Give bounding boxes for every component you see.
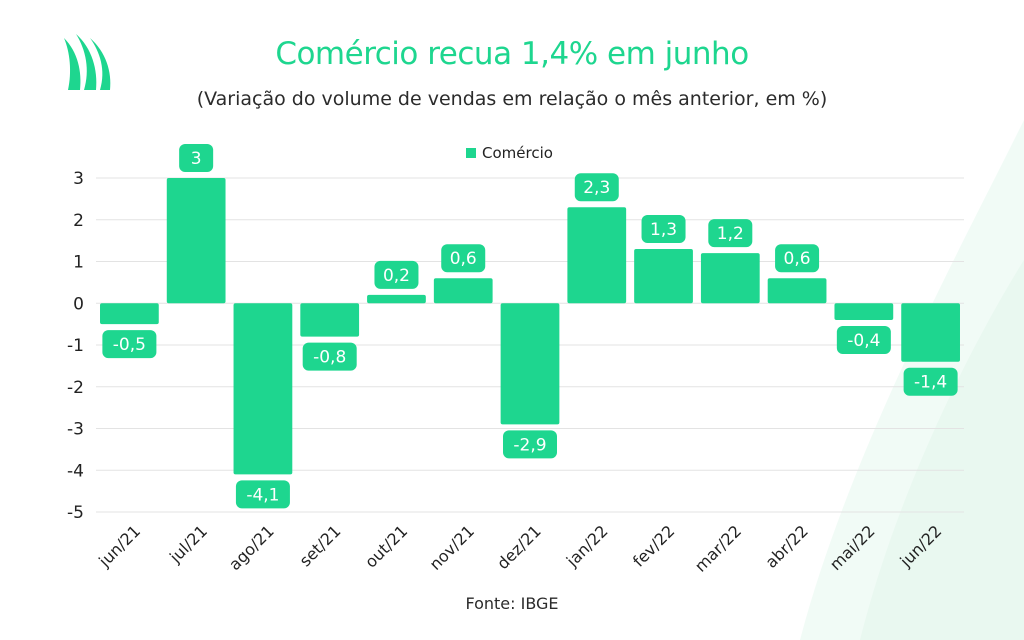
bar xyxy=(166,178,226,304)
legend-label: Comércio xyxy=(482,144,553,162)
data-label: 0,2 xyxy=(383,266,410,286)
x-tick-label: fev/22 xyxy=(629,521,678,570)
x-tick-label: mai/22 xyxy=(826,521,879,574)
bar xyxy=(367,294,426,304)
source-note: Fonte: IBGE xyxy=(465,594,559,613)
y-tick-label: 3 xyxy=(73,169,84,189)
bar xyxy=(567,207,627,304)
data-label: -2,9 xyxy=(513,435,546,455)
legend: Comércio xyxy=(466,144,553,162)
x-tick-label: abr/22 xyxy=(761,521,811,571)
data-label-box xyxy=(302,342,357,371)
data-label-box xyxy=(574,173,619,202)
x-tick-label: out/21 xyxy=(361,521,411,571)
data-label-box xyxy=(503,430,557,459)
bar xyxy=(834,303,894,320)
bar xyxy=(901,303,960,362)
legend-swatch xyxy=(466,148,476,158)
x-tick-label: set/21 xyxy=(296,521,345,570)
y-tick-label: -5 xyxy=(67,503,84,523)
y-tick-label: -3 xyxy=(67,420,84,440)
data-label: 1,3 xyxy=(650,220,677,240)
data-label: -0,5 xyxy=(113,335,146,355)
data-label-box xyxy=(775,244,820,273)
y-tick-label: 2 xyxy=(73,211,84,231)
data-label: -0,8 xyxy=(313,348,346,368)
data-label: -4,1 xyxy=(246,485,279,505)
chart-title: Comércio recua 1,4% em junho xyxy=(275,36,749,72)
data-label: 3 xyxy=(191,149,202,169)
y-tick-label: -4 xyxy=(67,461,84,481)
data-label-box xyxy=(179,144,214,172)
bar xyxy=(300,303,360,337)
y-tick-label: 1 xyxy=(73,253,84,273)
data-label: 0,6 xyxy=(784,249,811,269)
x-tick-label: jun/22 xyxy=(896,521,946,571)
data-label: 0,6 xyxy=(450,249,477,269)
bar xyxy=(767,278,827,304)
y-tick-label: -1 xyxy=(67,336,84,356)
bar xyxy=(500,303,560,425)
data-label: 2,3 xyxy=(583,178,610,198)
x-tick-label: jul/21 xyxy=(165,521,211,567)
data-label-box xyxy=(102,330,157,359)
x-tick-label: nov/21 xyxy=(426,521,478,573)
data-label: 1,2 xyxy=(717,224,744,244)
bar xyxy=(634,248,693,304)
data-label-box xyxy=(441,244,486,273)
data-label: -1,4 xyxy=(914,373,947,393)
logo-icon xyxy=(64,34,111,90)
chart-subtitle: (Variação do volume de vendas em relação… xyxy=(196,88,828,110)
y-tick-label: 0 xyxy=(73,294,84,314)
y-tick-label: -2 xyxy=(67,378,84,398)
data-label-box xyxy=(903,367,958,396)
bar xyxy=(233,303,293,475)
data-label: -0,4 xyxy=(847,331,880,351)
x-tick-label: jan/22 xyxy=(562,521,612,571)
bar xyxy=(100,303,159,325)
x-tick-label: ago/21 xyxy=(225,521,278,574)
data-label-box xyxy=(235,480,290,509)
data-label-box xyxy=(836,325,891,354)
data-label-box xyxy=(374,260,419,289)
data-label-box xyxy=(708,219,753,248)
x-tick-label: jun/21 xyxy=(94,521,144,571)
x-tick-label: mar/22 xyxy=(691,521,745,575)
data-label-box xyxy=(641,214,686,243)
bar xyxy=(700,253,760,304)
x-tick-label: dez/21 xyxy=(493,521,545,573)
bar xyxy=(433,278,493,304)
